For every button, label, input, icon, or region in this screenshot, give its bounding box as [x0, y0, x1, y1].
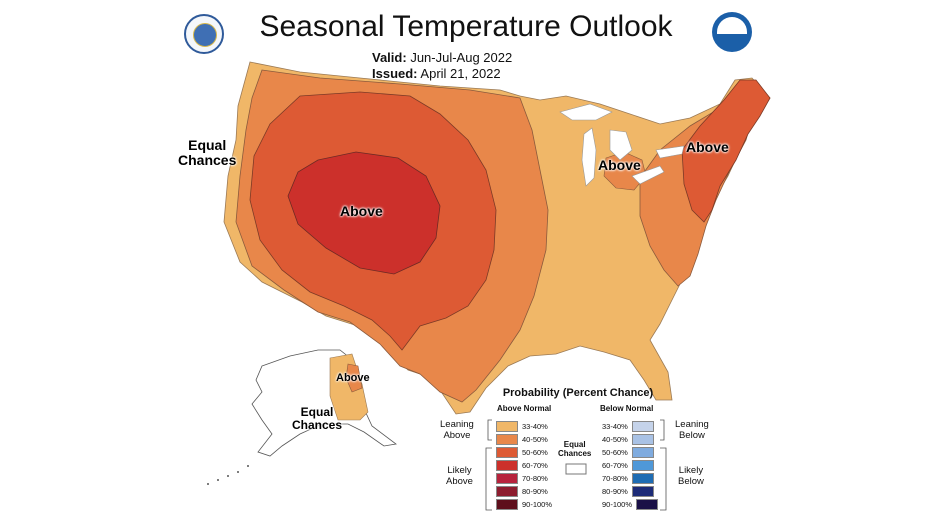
- below-swatch: [636, 498, 659, 510]
- below-swatch: [631, 446, 654, 458]
- above-row: 80-90%: [496, 485, 548, 497]
- label-above-alaska: Above: [336, 372, 370, 384]
- legend-title: Probability (Percent Chance): [502, 387, 654, 399]
- noaa-wave-icon: [717, 17, 747, 34]
- valid-value: Jun-Jul-Aug 2022: [410, 50, 513, 65]
- likely-above-label: Likely Above: [446, 465, 473, 487]
- equal-chances-swatch: [565, 463, 587, 475]
- lake-erie: [631, 165, 665, 185]
- above-range-label: 33-40%: [522, 421, 548, 431]
- above-row: 33-40%: [496, 420, 548, 432]
- page-title: Seasonal Temperature Outlook: [259, 10, 673, 43]
- lake-huron: [609, 129, 633, 161]
- above-row: 90-100%: [496, 498, 552, 510]
- northeast-50-60-region: [681, 79, 771, 223]
- equal-chances-legend-label: Equal Chances: [558, 440, 592, 459]
- below-row: 80-90%: [602, 485, 654, 497]
- above-row: 40-50%: [496, 433, 548, 445]
- above-swatch: [496, 446, 518, 458]
- label-equal-chances-west: Equal Chances: [178, 137, 237, 168]
- below-swatch: [631, 459, 654, 471]
- below-swatch: [631, 433, 654, 445]
- below-range-label: 70-80%: [602, 473, 628, 483]
- doc-seal-icon: [184, 14, 224, 54]
- below-range-label: 50-60%: [602, 447, 628, 457]
- alaska-40-50-region: [345, 363, 363, 393]
- label-above-west: Above: [340, 203, 383, 219]
- below-range-label: 80-90%: [602, 486, 628, 496]
- issued-label: Issued:: [372, 66, 418, 81]
- below-row: 70-80%: [602, 472, 654, 484]
- alaska-outline: [251, 349, 397, 457]
- below-swatch: [631, 485, 654, 497]
- leaning-below-label: Leaning Below: [675, 419, 709, 441]
- label-equal-chances-alaska: Equal Chances: [292, 405, 343, 432]
- above-swatch: [496, 472, 518, 484]
- above-row: 50-60%: [496, 446, 548, 458]
- legend-below-head: Below Normal: [600, 404, 654, 413]
- issued-row: Issued: April 21, 2022: [372, 66, 501, 81]
- below-row: 50-60%: [602, 446, 654, 458]
- below-row: 33-40%: [602, 420, 654, 432]
- issued-value: April 21, 2022: [420, 66, 501, 81]
- aleutian-islands: [207, 465, 249, 485]
- valid-label: Valid:: [372, 50, 407, 65]
- below-range-label: 40-50%: [602, 434, 628, 444]
- alaska-above-region: [329, 353, 369, 421]
- leaning-above-label: Leaning Above: [440, 419, 474, 441]
- lake-superior: [559, 103, 613, 121]
- above-range-label: 50-60%: [522, 447, 548, 457]
- below-row: 40-50%: [602, 433, 654, 445]
- above-range-label: 80-90%: [522, 486, 548, 496]
- above-swatch: [496, 485, 518, 497]
- below-row: 90-100%: [602, 498, 659, 510]
- lake-michigan: [581, 127, 597, 187]
- legend-above-head: Above Normal: [497, 404, 552, 413]
- above-swatch: [496, 420, 518, 432]
- west-60-70-region: [287, 151, 441, 275]
- noaa-logo-icon: [712, 12, 752, 52]
- below-swatch: [631, 420, 654, 432]
- above-range-label: 60-70%: [522, 460, 548, 470]
- above-range-label: 40-50%: [522, 434, 548, 444]
- likely-below-label: Likely Below: [678, 465, 704, 487]
- above-swatch: [496, 459, 518, 471]
- above-range-label: 70-80%: [522, 473, 548, 483]
- above-range-label: 90-100%: [522, 499, 553, 509]
- above-row: 70-80%: [496, 472, 548, 484]
- below-range-label: 60-70%: [602, 460, 628, 470]
- seal-inner-icon: [193, 23, 217, 47]
- above-swatch: [496, 433, 518, 445]
- label-above-great-lakes: Above: [598, 157, 641, 173]
- below-swatch: [631, 472, 654, 484]
- valid-row: Valid: Jun-Jul-Aug 2022: [372, 50, 512, 65]
- below-range-label: 33-40%: [602, 421, 628, 431]
- below-row: 60-70%: [602, 459, 654, 471]
- above-swatch: [496, 498, 518, 510]
- label-above-northeast: Above: [686, 139, 729, 155]
- below-range-label: 90-100%: [602, 499, 633, 509]
- above-row: 60-70%: [496, 459, 548, 471]
- lake-ontario: [655, 145, 685, 159]
